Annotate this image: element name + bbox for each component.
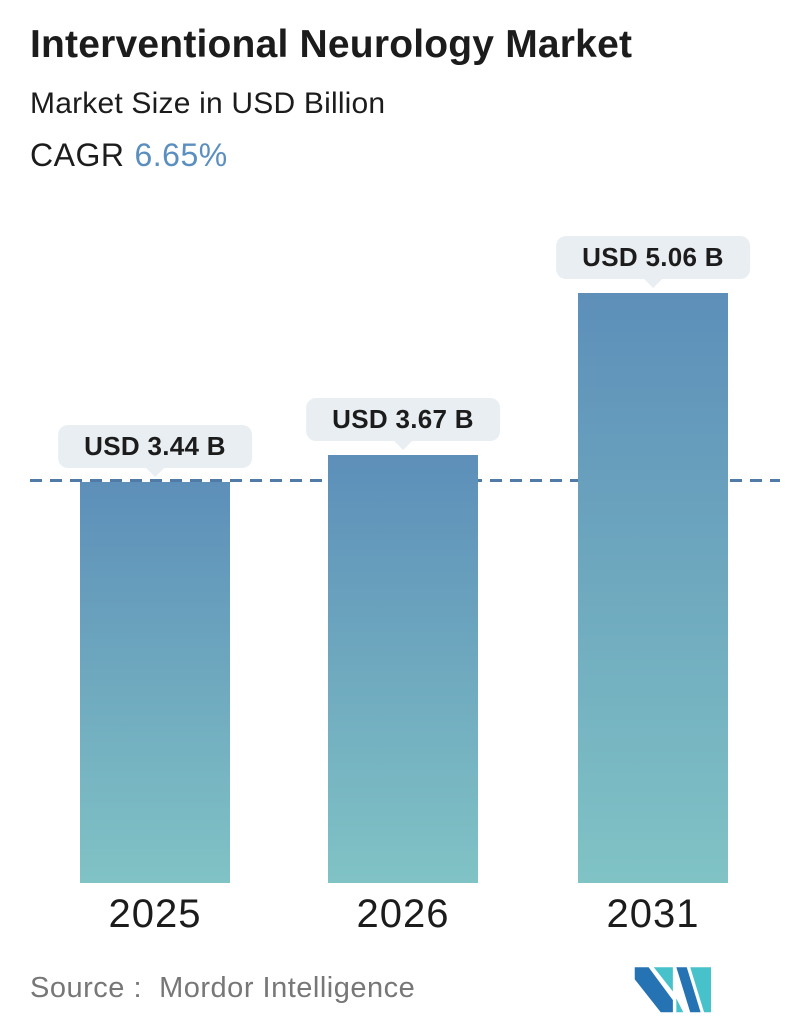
value-label-2031: USD 5.06 B [556, 236, 750, 279]
x-axis-label-2031: 2031 [606, 892, 700, 936]
bar-2031 [578, 293, 728, 883]
value-label-2025: USD 3.44 B [58, 425, 252, 468]
chart-header: Interventional Neurology Market Market S… [30, 22, 632, 174]
x-axis-label-2025: 2025 [108, 892, 202, 936]
x-axis-label-2026: 2026 [356, 892, 450, 936]
cagr-value: 6.65% [134, 136, 228, 173]
page-title: Interventional Neurology Market [30, 23, 633, 66]
value-label-2026: USD 3.67 B [306, 398, 500, 441]
bar-2026 [328, 455, 478, 883]
cagr-line: CAGR 6.65% [30, 137, 632, 174]
cagr-label: CAGR [30, 136, 125, 173]
source-attribution: Source : Mordor Intelligence [30, 972, 416, 1004]
bar-2025 [80, 482, 230, 883]
chart-subtitle: Market Size in USD Billion [30, 86, 386, 120]
mordor-intelligence-logo [634, 967, 711, 1013]
